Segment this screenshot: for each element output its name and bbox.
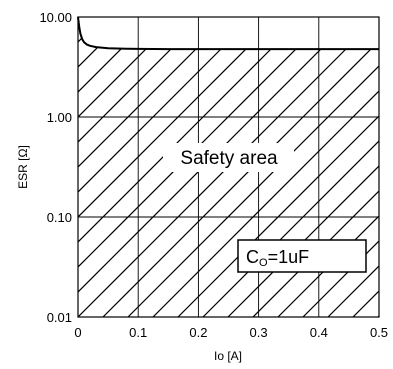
x-tick-label: 0.1 xyxy=(129,325,147,340)
y-tick-label: 1.00 xyxy=(47,110,72,125)
x-axis-title: Io [A] xyxy=(214,349,242,363)
hatch-line xyxy=(78,17,204,143)
hatch-line xyxy=(327,265,379,317)
annotation-background xyxy=(163,143,294,172)
hatch-line xyxy=(78,17,229,168)
safety-area-label: Safety area xyxy=(180,148,278,169)
hatch-line xyxy=(78,17,154,93)
x-tick-labels: 0 0.1 0.2 0.3 0.4 0.5 xyxy=(74,325,388,340)
hatch-line xyxy=(78,17,179,118)
hatch-line xyxy=(177,115,379,317)
x-tick-label: 0.3 xyxy=(250,325,268,340)
hatch-line xyxy=(152,90,379,317)
legend-box: CO=1uF xyxy=(237,239,367,273)
hatch-line xyxy=(78,17,79,18)
hatch-line xyxy=(377,315,379,317)
y-axis-title: ESR [Ω] xyxy=(16,145,30,189)
plot-frame xyxy=(77,16,380,318)
svg-text:CO=1uF: CO=1uF xyxy=(246,247,309,269)
x-tick-label: 0 xyxy=(74,325,81,340)
legend-main: C xyxy=(246,247,259,267)
y-tick-label: 10.00 xyxy=(39,10,72,25)
hatch-line xyxy=(78,17,279,218)
y-tick-labels: 0.01 0.10 1.00 10.00 xyxy=(39,10,72,325)
hatch-line xyxy=(78,17,304,243)
esr-curve-line xyxy=(77,16,379,51)
x-tick-label: 0.2 xyxy=(189,325,207,340)
region-above-curve xyxy=(78,17,379,50)
x-tick-label: 0.4 xyxy=(310,325,328,340)
legend-subscript: O xyxy=(259,257,268,269)
y-tick-label: 0.10 xyxy=(47,210,72,225)
x-tick-label: 0.5 xyxy=(370,325,388,340)
y-tick-label: 0.01 xyxy=(47,310,72,325)
hatch-line xyxy=(78,17,254,193)
legend-suffix: =1uF xyxy=(268,247,310,267)
